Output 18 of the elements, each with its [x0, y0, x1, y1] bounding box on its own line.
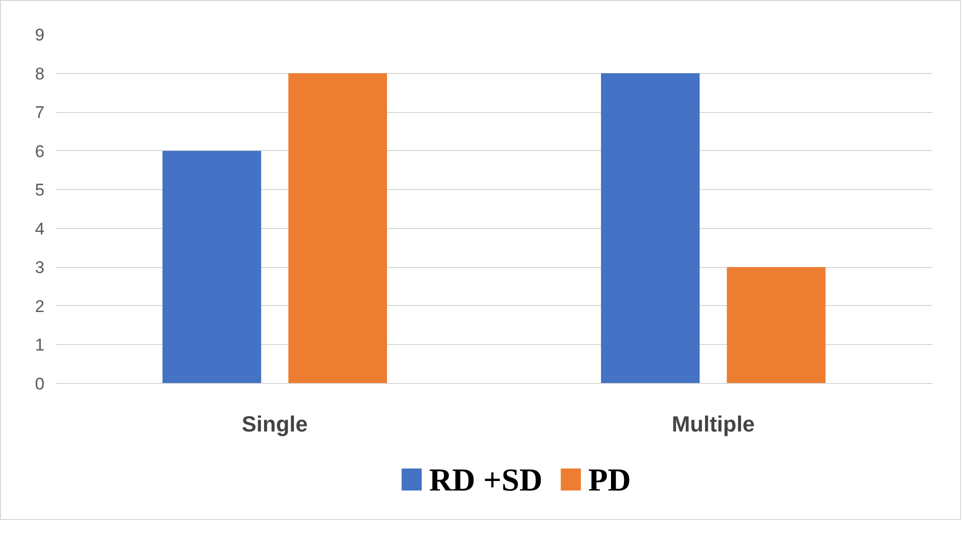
y-tick-label: 7: [35, 103, 45, 122]
y-tick-label: 3: [35, 258, 45, 278]
x-tick-label: Multiple: [672, 412, 755, 436]
y-tick-label: 0: [35, 374, 45, 394]
bar: [726, 267, 826, 384]
y-tick-label: 5: [35, 180, 45, 200]
legend-label: RD +SD: [429, 462, 542, 498]
y-tick-label: 2: [35, 296, 45, 316]
y-tick-label: 9: [35, 26, 45, 44]
bar: [600, 73, 700, 384]
y-tick-label: 8: [35, 64, 45, 84]
y-tick-label: 4: [35, 219, 45, 238]
bar: [288, 73, 388, 384]
y-tick-label: 6: [35, 142, 45, 161]
bar: [162, 150, 262, 384]
x-tick-label: Single: [242, 412, 308, 436]
legend-label: PD: [588, 462, 631, 498]
y-tick-label: 1: [35, 336, 45, 355]
